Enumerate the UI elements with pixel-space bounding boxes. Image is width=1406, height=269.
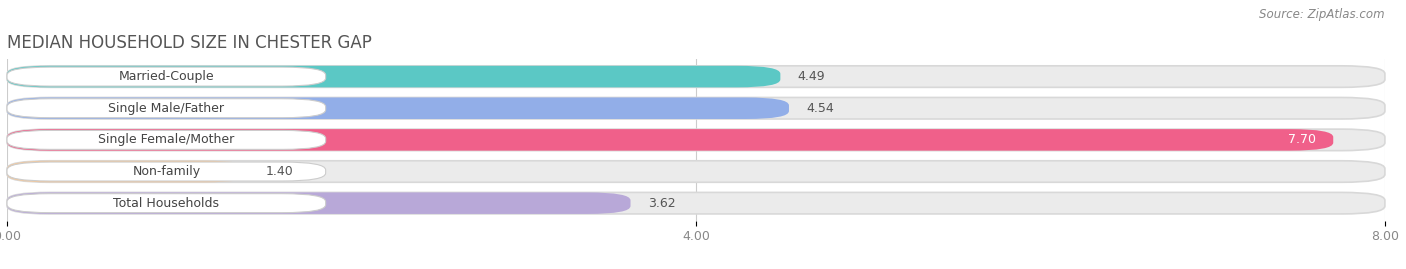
FancyBboxPatch shape: [7, 192, 1385, 214]
FancyBboxPatch shape: [7, 97, 1385, 119]
Text: Single Male/Father: Single Male/Father: [108, 102, 225, 115]
Text: 3.62: 3.62: [648, 197, 675, 210]
FancyBboxPatch shape: [7, 161, 1385, 182]
FancyBboxPatch shape: [7, 66, 1385, 87]
Text: 4.54: 4.54: [806, 102, 834, 115]
FancyBboxPatch shape: [7, 162, 326, 181]
Text: Total Households: Total Households: [114, 197, 219, 210]
FancyBboxPatch shape: [7, 194, 326, 213]
Text: Single Female/Mother: Single Female/Mother: [98, 133, 235, 146]
FancyBboxPatch shape: [7, 192, 630, 214]
FancyBboxPatch shape: [7, 129, 1333, 151]
Text: 4.49: 4.49: [797, 70, 825, 83]
Text: 1.40: 1.40: [266, 165, 292, 178]
Text: 7.70: 7.70: [1288, 133, 1316, 146]
FancyBboxPatch shape: [7, 161, 247, 182]
FancyBboxPatch shape: [7, 99, 326, 118]
Text: Non-family: Non-family: [132, 165, 201, 178]
Text: MEDIAN HOUSEHOLD SIZE IN CHESTER GAP: MEDIAN HOUSEHOLD SIZE IN CHESTER GAP: [7, 34, 373, 52]
Text: Married-Couple: Married-Couple: [118, 70, 214, 83]
FancyBboxPatch shape: [7, 129, 1385, 151]
Text: Source: ZipAtlas.com: Source: ZipAtlas.com: [1260, 8, 1385, 21]
FancyBboxPatch shape: [7, 97, 789, 119]
FancyBboxPatch shape: [7, 67, 326, 86]
FancyBboxPatch shape: [7, 66, 780, 87]
FancyBboxPatch shape: [7, 130, 326, 149]
